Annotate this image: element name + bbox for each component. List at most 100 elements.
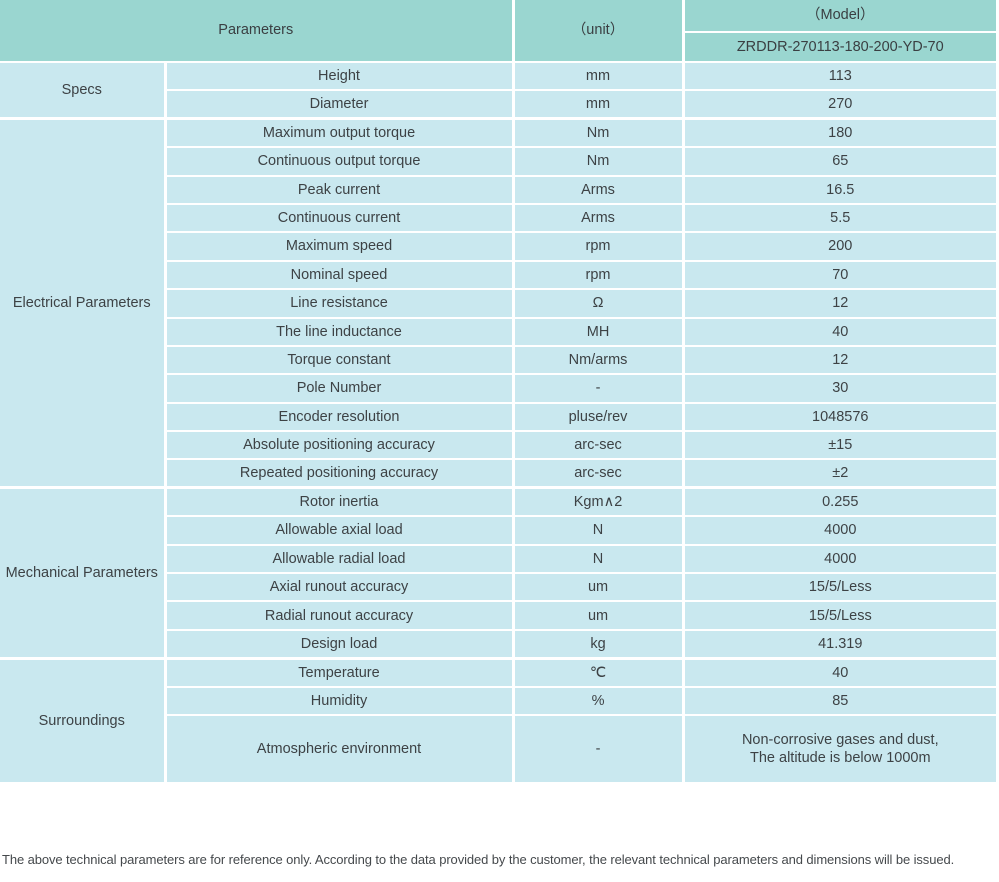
unit-cell: Nm bbox=[511, 117, 685, 149]
unit-cell: Nm/arms bbox=[511, 344, 685, 376]
table-row: Specs Height mm 113 bbox=[0, 60, 997, 120]
table-row: Maximum speed rpm 200 bbox=[0, 231, 997, 262]
table-row: Pole Number -30 bbox=[0, 373, 997, 404]
unit-cell: % bbox=[511, 685, 685, 716]
unit-cell: arc-sec bbox=[511, 430, 685, 461]
value-cell: 5.5 bbox=[681, 202, 997, 234]
unit-cell: - bbox=[511, 713, 685, 784]
param-name-cell: Encoder resolution bbox=[165, 401, 515, 433]
unit-cell: N bbox=[511, 543, 685, 575]
table-row: Allowable radial load N 4000 bbox=[0, 543, 997, 575]
value-cell: 4000 bbox=[681, 543, 997, 575]
value-cell: 30 bbox=[681, 373, 997, 404]
value-cell: 200 bbox=[681, 231, 997, 262]
unit-cell: arc-sec bbox=[511, 458, 685, 489]
unit-cell: ℃ bbox=[511, 656, 685, 688]
param-name-cell: Pole Number bbox=[165, 373, 515, 404]
param-name-cell: Rotor inertia bbox=[163, 486, 515, 518]
group-label-mechanical-parameters: Mechanical Parameters bbox=[0, 486, 167, 660]
unit-cell: mm bbox=[511, 60, 685, 92]
unit-cell: N bbox=[511, 515, 685, 546]
value-cell: 15/5/Less bbox=[681, 600, 997, 631]
value-cell: ±2 bbox=[681, 458, 997, 489]
table-row: Torque constant Nm/arms 12 bbox=[0, 344, 997, 376]
table-row: The line inductance MH 40 bbox=[0, 316, 997, 347]
table-row: Peak current Arms 16.5 bbox=[0, 174, 997, 205]
value-cell: 113 bbox=[681, 60, 997, 92]
param-name-cell: Height bbox=[163, 60, 515, 92]
value-cell: Non-corrosive gases and dust, The altitu… bbox=[681, 713, 997, 784]
table-body: Specs Height mm 113 Diameter mm 270 Electrical … bbox=[0, 60, 997, 784]
table-row: Radial runout accuracy um 15/5/Less bbox=[0, 600, 997, 631]
value-cell: 4000 bbox=[681, 515, 997, 546]
unit-cell: pluse/rev bbox=[511, 401, 685, 433]
unit-cell: mm bbox=[511, 89, 685, 120]
param-name-cell: Axial runout accuracy bbox=[165, 572, 515, 603]
unit-cell: - bbox=[511, 373, 685, 404]
table-row: Diameter mm 270 bbox=[0, 89, 997, 120]
param-name-cell: Maximum output torque bbox=[163, 117, 515, 149]
value-cell: 12 bbox=[681, 344, 997, 376]
table-row: Atmospheric environment - Non-corrosive ga… bbox=[0, 713, 997, 784]
table-row: Absolute positioning accuracy arc-sec ±15 bbox=[0, 430, 997, 461]
param-name-cell: Continuous output torque bbox=[165, 146, 515, 177]
header-row-1: Parameters （unit） （Model） bbox=[0, 0, 997, 63]
table-row: Humidity% 85 bbox=[0, 685, 997, 716]
unit-cell: um bbox=[511, 600, 685, 631]
table-row: Continuous current Arms 5.5 bbox=[0, 202, 997, 234]
table-row: Repeated positioning accuracy arc-sec ±2 bbox=[0, 458, 997, 489]
value-cell: 1048576 bbox=[681, 401, 997, 433]
param-name-cell: Torque constant bbox=[165, 344, 515, 376]
header-parameters: Parameters bbox=[0, 0, 515, 63]
param-name-cell: The line inductance bbox=[165, 316, 515, 347]
unit-cell: rpm bbox=[511, 259, 685, 291]
table-row: Axial runout accuracy um 15/5/Less bbox=[0, 572, 997, 603]
header-model-number: ZRDDR-270113-180-200-YD-70 bbox=[683, 31, 997, 63]
param-name-cell: Temperature bbox=[163, 656, 515, 688]
table-row: Encoder resolution pluse/rev 1048576 bbox=[0, 401, 997, 433]
table-row: Electrical Parameters Maximum output torq… bbox=[0, 117, 997, 489]
value-cell: 40 bbox=[681, 656, 997, 688]
value-cell: 65 bbox=[681, 146, 997, 177]
param-name-cell: Humidity bbox=[165, 685, 515, 716]
header-row-2: ZRDDR-270113-180-200-YD-70 bbox=[0, 31, 997, 63]
unit-cell: rpm bbox=[511, 231, 685, 262]
unit-cell: Arms bbox=[511, 202, 685, 234]
param-name-cell: Line resistance bbox=[165, 288, 515, 319]
table-row: Mechanical Parameters Rotor inertia Kgm∧2 0… bbox=[0, 486, 997, 660]
value-cell: 15/5/Less bbox=[681, 572, 997, 603]
value-cell: 40 bbox=[681, 316, 997, 347]
param-name-cell: Allowable axial load bbox=[165, 515, 515, 546]
table-row: Line resistance Ω 12 bbox=[0, 288, 997, 319]
param-name-cell: Repeated positioning accuracy bbox=[165, 458, 515, 489]
parameters-table: Parameters （unit） （Model） ZRDDR-270113-1… bbox=[0, 0, 997, 784]
table-row: Continuous output torque Nm 65 bbox=[0, 146, 997, 177]
param-name-cell: Maximum speed bbox=[165, 231, 515, 262]
value-cell: 41.319 bbox=[681, 628, 997, 660]
footnote-text: The above technical parameters are for r… bbox=[2, 852, 955, 867]
unit-cell: MH bbox=[511, 316, 685, 347]
param-name-cell: Diameter bbox=[165, 89, 515, 120]
param-name-cell: Atmospheric environment bbox=[165, 713, 515, 784]
param-name-cell: Nominal speed bbox=[165, 259, 515, 291]
param-name-cell: Allowable radial load bbox=[165, 543, 515, 575]
unit-cell: Ω bbox=[511, 288, 685, 319]
unit-cell: Nm bbox=[511, 146, 685, 177]
table-row: Nominal speed rpm 70 bbox=[0, 259, 997, 291]
value-cell: ±15 bbox=[681, 430, 997, 461]
unit-cell: Arms bbox=[511, 174, 685, 205]
table-row: Allowable axial load N 4000 bbox=[0, 515, 997, 546]
value-cell: 70 bbox=[681, 259, 997, 291]
table-row: Design load kg 41.319 bbox=[0, 628, 997, 660]
param-name-cell: Radial runout accuracy bbox=[165, 600, 515, 631]
param-name-cell: Continuous current bbox=[165, 202, 515, 234]
value-cell: 270 bbox=[681, 89, 997, 120]
value-cell: 85 bbox=[681, 685, 997, 716]
group-label-specs: Specs bbox=[0, 61, 167, 120]
group-label-surroundings: Surroundings bbox=[0, 656, 167, 784]
param-name-cell: Design load bbox=[165, 628, 515, 660]
value-cell: 180 bbox=[681, 117, 997, 149]
param-name-cell: Absolute positioning accuracy bbox=[165, 430, 515, 461]
header-unit: （unit） bbox=[511, 0, 685, 63]
